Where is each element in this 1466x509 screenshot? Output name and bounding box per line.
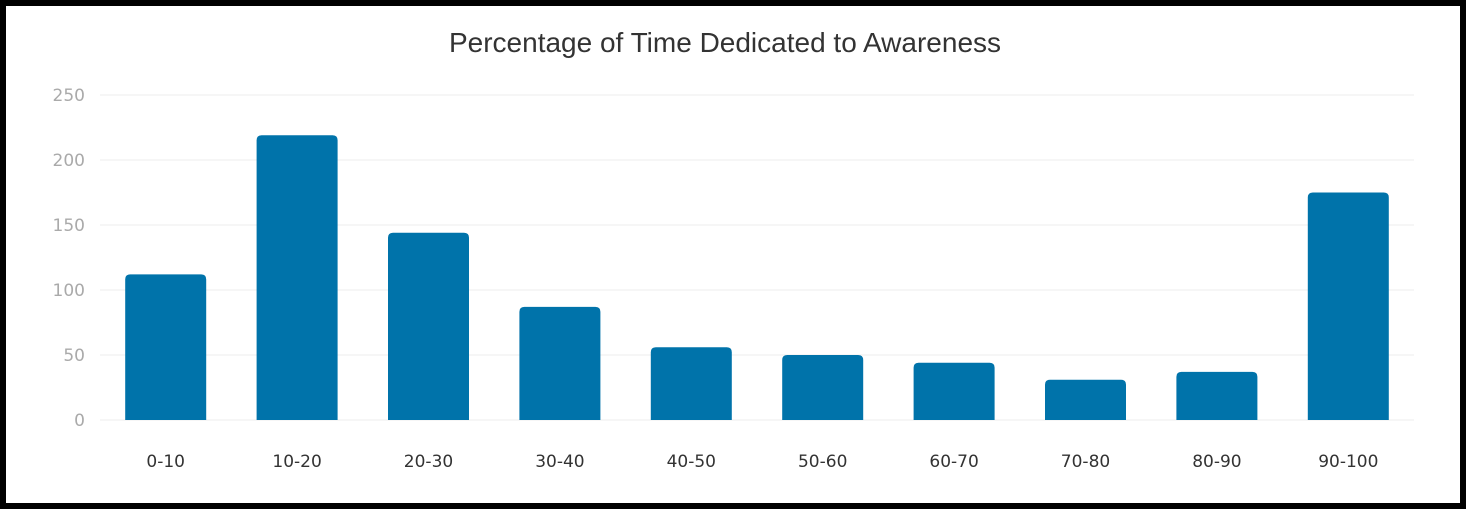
bar-30-40 <box>519 306 601 420</box>
bar-80-90 <box>1176 371 1258 420</box>
x-tick-label: 30-40 <box>535 452 584 472</box>
y-tick-label: 250 <box>53 86 85 106</box>
bar-60-70 <box>913 362 995 420</box>
x-tick-label: 0-10 <box>146 452 185 472</box>
x-tick-label: 80-90 <box>1192 452 1241 472</box>
bar-10-20 <box>256 135 338 421</box>
x-axis-tick-labels: 0-10 10-20 20-30 30-40 40-50 50-60 60-70 70-80 8… <box>146 452 1378 472</box>
bar-0-10 <box>125 274 207 420</box>
chart-title: Percentage of Time Dedicated to Awarenes… <box>449 27 1001 58</box>
x-tick-label: 40-50 <box>667 452 716 472</box>
x-tick-label: 60-70 <box>929 452 978 472</box>
y-tick-label: 200 <box>53 151 85 171</box>
y-tick-label: 0 <box>74 411 85 431</box>
x-tick-label: 50-60 <box>798 452 847 472</box>
x-tick-label: 90-100 <box>1318 452 1378 472</box>
y-tick-label: 150 <box>53 216 85 236</box>
y-axis-tick-labels: 0 50 100 150 200 250 <box>53 86 85 431</box>
bar-50-60 <box>782 355 864 420</box>
y-tick-label: 50 <box>63 346 85 366</box>
x-tick-label: 20-30 <box>404 452 453 472</box>
x-tick-label: 10-20 <box>272 452 321 472</box>
bar-70-80 <box>1045 379 1126 420</box>
bar-40-50 <box>650 347 732 420</box>
x-tick-label: 70-80 <box>1061 452 1110 472</box>
bar-90-100 <box>1307 192 1389 420</box>
bars <box>125 135 1389 421</box>
y-tick-label: 100 <box>53 281 85 301</box>
bar-20-30 <box>388 232 469 420</box>
